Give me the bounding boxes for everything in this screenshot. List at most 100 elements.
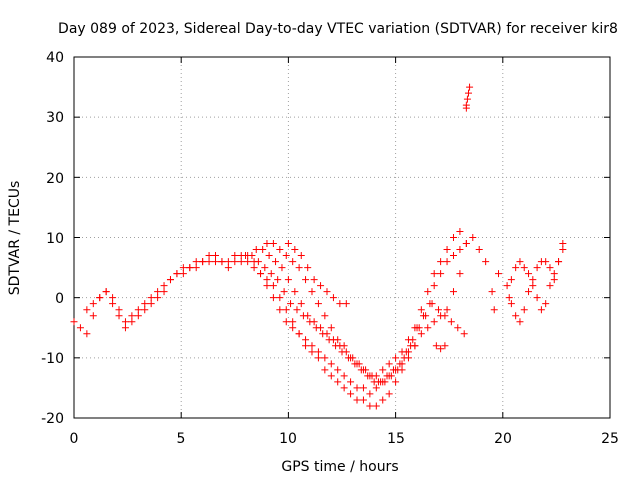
data-point xyxy=(449,234,457,241)
data-point xyxy=(462,240,470,248)
data-point xyxy=(323,330,331,338)
data-point xyxy=(96,294,104,302)
data-point xyxy=(147,294,155,302)
data-point xyxy=(385,360,393,368)
chart-title: Day 089 of 2023, Sidereal Day-to-day VTE… xyxy=(58,21,618,37)
data-point xyxy=(267,270,275,278)
data-point xyxy=(424,324,432,332)
data-point xyxy=(533,294,541,302)
x-tick-label: 0 xyxy=(70,431,79,447)
data-point xyxy=(329,294,337,302)
data-point xyxy=(327,360,335,368)
data-point xyxy=(282,306,290,314)
data-point xyxy=(263,282,271,290)
data-point xyxy=(394,366,402,374)
data-point xyxy=(449,252,457,260)
data-point xyxy=(141,300,149,308)
data-point xyxy=(259,246,267,254)
data-point xyxy=(456,270,464,278)
data-point xyxy=(308,342,316,350)
data-point xyxy=(537,306,545,314)
data-point xyxy=(342,348,350,356)
x-tick-label: 25 xyxy=(601,431,619,447)
data-point xyxy=(392,354,400,362)
data-point xyxy=(372,384,380,392)
data-point xyxy=(121,324,129,332)
data-point xyxy=(254,258,262,266)
data-point xyxy=(83,306,91,314)
data-point xyxy=(462,104,470,112)
plot-frame xyxy=(73,56,611,419)
x-axis-label: GPS time / hours xyxy=(281,459,398,475)
data-point xyxy=(297,252,305,260)
data-point xyxy=(302,336,310,344)
data-point xyxy=(456,246,464,254)
data-point xyxy=(464,89,472,97)
data-point xyxy=(173,270,181,278)
data-point xyxy=(276,294,284,302)
y-tick-label: -10 xyxy=(41,351,64,367)
y-tick-label: 10 xyxy=(46,231,64,247)
y-axis-label: SDTVAR / TECUs xyxy=(7,181,23,296)
data-point xyxy=(276,306,284,314)
data-point xyxy=(248,252,256,260)
data-point xyxy=(212,252,220,260)
data-point xyxy=(242,252,250,260)
data-point xyxy=(347,354,355,362)
data-point xyxy=(525,288,533,296)
data-point xyxy=(441,312,449,320)
data-point xyxy=(366,402,374,410)
data-point xyxy=(70,318,78,326)
data-point xyxy=(205,252,213,260)
data-point xyxy=(89,300,97,308)
data-point xyxy=(317,282,325,290)
data-point xyxy=(482,258,490,266)
data-point xyxy=(404,336,412,344)
data-point xyxy=(321,312,329,320)
data-point xyxy=(512,312,520,320)
data-point xyxy=(321,366,329,374)
data-point xyxy=(263,240,271,248)
data-point xyxy=(398,348,406,356)
data-point xyxy=(154,294,162,302)
data-point xyxy=(334,378,342,386)
data-point xyxy=(353,384,361,392)
data-point xyxy=(302,342,310,350)
y-tick-label: 20 xyxy=(46,171,64,187)
data-point xyxy=(327,324,335,332)
data-point xyxy=(192,258,200,266)
y-tick-label: 40 xyxy=(46,50,64,66)
x-tick-label: 10 xyxy=(279,431,297,447)
data-point xyxy=(310,318,318,326)
data-point xyxy=(342,300,350,308)
data-point xyxy=(366,372,374,380)
data-point xyxy=(460,330,468,338)
data-point xyxy=(282,252,290,260)
data-point xyxy=(359,396,367,404)
data-point xyxy=(529,282,537,290)
data-point xyxy=(218,258,226,266)
data-point xyxy=(293,306,301,314)
data-point xyxy=(269,282,277,290)
data-point xyxy=(454,324,462,332)
data-point xyxy=(463,95,471,103)
data-point xyxy=(520,264,528,272)
x-tick-label: 5 xyxy=(177,431,186,447)
data-point xyxy=(257,270,265,278)
data-point xyxy=(353,360,361,368)
data-point xyxy=(297,300,305,308)
data-point xyxy=(336,300,344,308)
data-points xyxy=(70,83,567,410)
data-point xyxy=(291,288,299,296)
data-point xyxy=(443,246,451,254)
data-point xyxy=(269,294,277,302)
data-point xyxy=(334,366,342,374)
data-point xyxy=(488,288,496,296)
data-point xyxy=(505,294,513,302)
data-point xyxy=(434,306,442,314)
data-point xyxy=(546,264,554,272)
data-point xyxy=(469,234,477,241)
data-point xyxy=(252,246,260,254)
data-point xyxy=(263,276,271,284)
data-point xyxy=(507,276,515,284)
